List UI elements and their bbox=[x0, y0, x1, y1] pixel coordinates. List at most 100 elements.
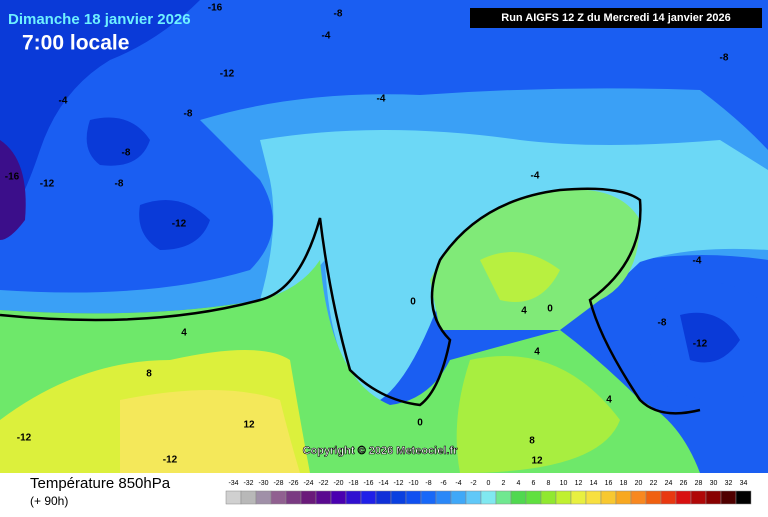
legend-swatch bbox=[345, 490, 362, 505]
contour-label: -8 bbox=[658, 318, 667, 329]
legend-label: 4 bbox=[517, 480, 521, 487]
legend-swatch bbox=[660, 490, 677, 505]
contour-label: -8 bbox=[334, 9, 343, 20]
contour-label: 0 bbox=[417, 418, 423, 429]
legend-label: -16 bbox=[363, 480, 373, 487]
legend-swatch bbox=[705, 490, 722, 505]
legend-label: 28 bbox=[695, 480, 703, 487]
legend-label: 10 bbox=[560, 480, 568, 487]
legend-label: 18 bbox=[620, 480, 628, 487]
contour-label: 8 bbox=[529, 436, 535, 447]
contour-label: -12 bbox=[40, 179, 55, 190]
contour-label: -8 bbox=[720, 53, 729, 64]
legend-swatch bbox=[465, 490, 482, 505]
legend-label: -22 bbox=[318, 480, 328, 487]
legend-label: -30 bbox=[258, 480, 268, 487]
time: 7:00 locale bbox=[22, 32, 129, 55]
legend-swatch bbox=[675, 490, 692, 505]
legend-label: 8 bbox=[547, 480, 551, 487]
contour-label: -4 bbox=[531, 171, 540, 182]
legend-swatch bbox=[405, 490, 422, 505]
contour-label: 0 bbox=[547, 304, 553, 315]
legend-label: 12 bbox=[575, 480, 583, 487]
legend-label: -32 bbox=[243, 480, 253, 487]
legend-swatch bbox=[300, 490, 317, 505]
legend-label: 16 bbox=[605, 480, 613, 487]
run-box bbox=[470, 8, 762, 28]
legend-label: -12 bbox=[393, 480, 403, 487]
contour-label: 4 bbox=[181, 328, 187, 339]
legend-swatch bbox=[330, 490, 347, 505]
contour-label: -16 bbox=[208, 3, 223, 14]
copyright: Copyright © 2026 Meteociel.fr bbox=[303, 445, 459, 457]
contour-label: -4 bbox=[322, 31, 331, 42]
legend-label: 0 bbox=[487, 480, 491, 487]
legend-label: 2 bbox=[502, 480, 506, 487]
legend-swatch bbox=[225, 490, 242, 505]
legend-swatch bbox=[480, 490, 497, 505]
legend: -34 -32 -30 -28 -26 -24 -22 -20 -18 -16 -14 -12 -10-… bbox=[225, 480, 752, 505]
legend-swatch bbox=[270, 490, 287, 505]
contour-label: 4 bbox=[521, 306, 527, 317]
legend-swatch bbox=[255, 490, 272, 505]
legend-swatch bbox=[600, 490, 617, 505]
legend-swatch bbox=[435, 490, 452, 505]
legend-swatch bbox=[645, 490, 662, 505]
legend-label: -2 bbox=[470, 480, 476, 487]
legend-label: -24 bbox=[303, 480, 313, 487]
contour-label: 4 bbox=[606, 395, 612, 406]
legend-swatch bbox=[390, 490, 407, 505]
contour-label: 0 bbox=[410, 297, 416, 308]
legend-swatch bbox=[285, 490, 302, 505]
legend-label: -28 bbox=[273, 480, 283, 487]
legend-label: 34 bbox=[740, 480, 748, 487]
footer-lead: (+ 90h) bbox=[30, 494, 68, 508]
legend-label: -18 bbox=[348, 480, 358, 487]
legend-swatch bbox=[540, 490, 557, 505]
legend-label: -34 bbox=[228, 480, 238, 487]
legend-label: 26 bbox=[680, 480, 688, 487]
footer-title: Température 850hPa bbox=[30, 475, 171, 492]
legend-swatch bbox=[630, 490, 647, 505]
legend-swatch bbox=[555, 490, 572, 505]
contour-label: -12 bbox=[693, 339, 708, 350]
contour-label: 8 bbox=[146, 369, 152, 380]
legend-label: -4 bbox=[455, 480, 461, 487]
legend-label: 24 bbox=[665, 480, 673, 487]
contour-label: -4 bbox=[693, 256, 702, 267]
legend-label: 32 bbox=[725, 480, 733, 487]
legend-swatch bbox=[720, 490, 737, 505]
date: Dimanche 18 janvier 2026 bbox=[8, 11, 191, 28]
contour-label: -4 bbox=[377, 94, 386, 105]
contour-label: 4 bbox=[534, 347, 540, 358]
legend-swatch bbox=[450, 490, 467, 505]
legend-label: 6 bbox=[532, 480, 536, 487]
legend-label: -26 bbox=[288, 480, 298, 487]
legend-label: 30 bbox=[710, 480, 718, 487]
run: Run AIGFS 12 Z du Mercredi 14 janvier 20… bbox=[501, 12, 730, 24]
legend-swatch bbox=[510, 490, 527, 505]
legend-label: -8 bbox=[425, 480, 431, 487]
legend-swatch bbox=[420, 490, 437, 505]
legend-swatch bbox=[375, 490, 392, 505]
legend-swatch bbox=[690, 490, 707, 505]
legend-label: -6 bbox=[440, 480, 446, 487]
legend-label: 22 bbox=[650, 480, 658, 487]
contour-label: -8 bbox=[184, 109, 193, 120]
contour-label: 12 bbox=[243, 420, 255, 431]
legend-swatch bbox=[615, 490, 632, 505]
legend-swatch bbox=[360, 490, 377, 505]
legend-label: -14 bbox=[378, 480, 388, 487]
legend-label: 14 bbox=[590, 480, 598, 487]
contour-label: -16 bbox=[5, 172, 20, 183]
contour-label: -4 bbox=[59, 96, 68, 107]
map-field bbox=[0, 0, 768, 473]
legend-label: -10 bbox=[408, 480, 418, 487]
contour-labels: -16-8-4-12-8-4 -4-8-8-16-12 -8-4-12-404 0-8… bbox=[5, 3, 729, 467]
contour-label: -8 bbox=[122, 148, 131, 159]
contour-label: -12 bbox=[172, 219, 187, 230]
legend-swatch bbox=[495, 490, 512, 505]
contour-label: -12 bbox=[17, 433, 32, 444]
legend-swatch bbox=[585, 490, 602, 505]
